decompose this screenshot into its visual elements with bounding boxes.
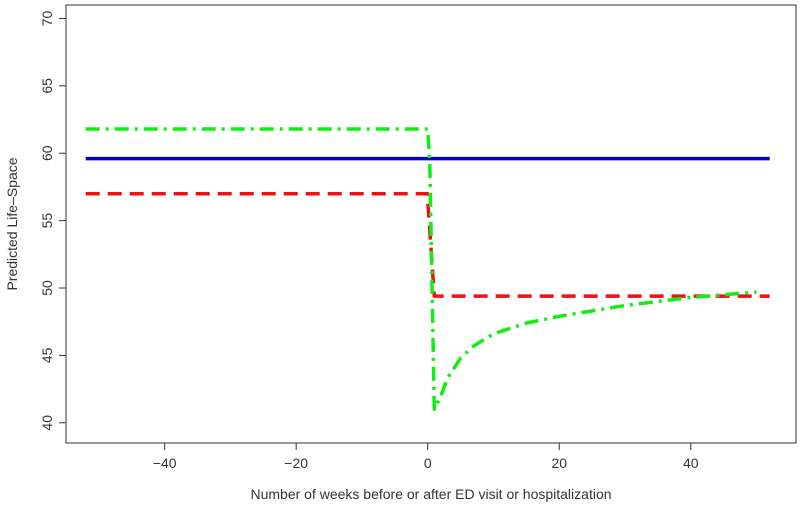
y-tick-label: 60 xyxy=(39,145,55,161)
y-tick-label: 70 xyxy=(39,10,55,26)
y-tick-label: 50 xyxy=(39,280,55,296)
y-axis-label: Predicted Life–Space xyxy=(4,157,20,290)
x-tick-label: −40 xyxy=(153,455,177,471)
x-tick-label: 40 xyxy=(683,455,699,471)
y-tick-label: 40 xyxy=(39,415,55,431)
x-axis-label: Number of weeks before or after ED visit… xyxy=(250,486,611,502)
series-line-3 xyxy=(85,127,757,412)
y-axis: 40 45 50 55 60 65 70 xyxy=(39,10,66,431)
series-line-2 xyxy=(85,191,770,298)
y-tick-label: 55 xyxy=(39,213,55,229)
x-axis: −40 −20 0 20 40 xyxy=(153,443,699,471)
plot-frame xyxy=(65,4,797,444)
x-tick-label: −20 xyxy=(284,455,308,471)
y-tick-label: 45 xyxy=(39,347,55,363)
x-tick-label: 0 xyxy=(424,455,432,471)
series-layer xyxy=(85,127,770,412)
y-tick-label: 65 xyxy=(39,78,55,94)
x-tick-label: 20 xyxy=(551,455,567,471)
